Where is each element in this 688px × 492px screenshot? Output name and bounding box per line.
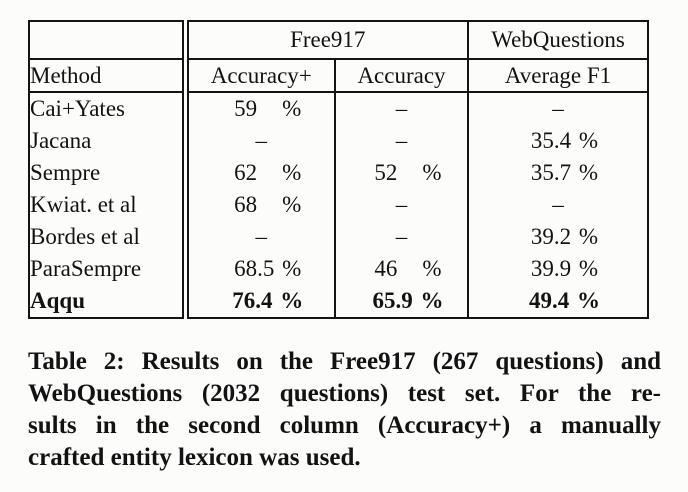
no-result-dash: – — [255, 224, 268, 249]
no-result-dash: – — [395, 224, 408, 249]
cell-accuracy: – — [334, 92, 468, 125]
cell-method: Cai+Yates — [29, 92, 189, 125]
col-header-method: Method — [29, 59, 189, 93]
empty-header-cell — [29, 21, 189, 60]
cell-accuracy-plus: 62% — [234, 160, 302, 185]
table-row: Cai+Yates 59% – – — [29, 92, 648, 125]
cell-average-f1: 35.7% — [467, 157, 648, 189]
cell-accuracy-plus: – — [185, 221, 335, 253]
caption-line: sults in the second column (Accuracy+) a… — [28, 412, 661, 439]
table-row-highlight: Aqqu 76.4% 65.9% 49.4% — [29, 285, 648, 318]
cell-average-f1: 35.4% — [467, 125, 648, 157]
cell-accuracy-plus: 76.4% — [232, 288, 304, 313]
cell-method: ParaSempre — [29, 253, 189, 285]
cell-method: Aqqu — [29, 285, 189, 318]
cell-method: Jacana — [29, 125, 189, 157]
cell-accuracy-plus: 68% — [234, 192, 302, 217]
table-row: Sempre 62% 52% 35.7% — [29, 157, 648, 189]
group-header-row: Free917 WebQuestions — [29, 21, 648, 60]
cell-average-f1: 39.2% — [467, 221, 648, 253]
cell-accuracy-plus: 59% — [234, 96, 302, 121]
cell-accuracy: 52% — [334, 157, 468, 189]
no-result-dash: – — [255, 128, 268, 153]
no-result-dash: – — [395, 192, 408, 217]
no-result-dash: – — [552, 96, 564, 121]
cell-accuracy-plus: 68.5% — [234, 256, 302, 281]
cell-method: Bordes et al — [29, 221, 189, 253]
col-header-accuracy-plus: Accuracy+ — [185, 59, 335, 93]
column-header-row: Method Accuracy+ Accuracy Average F1 — [29, 59, 648, 93]
cell-method: Sempre — [29, 157, 189, 189]
cell-accuracy: – — [334, 125, 468, 157]
caption-line: crafted entity lexicon was used. — [28, 444, 361, 471]
cell-accuracy: 65.9% — [334, 285, 468, 318]
caption-line: WebQuestions (2032 questions) test set. … — [28, 380, 661, 407]
cell-average-f1: 49.4% — [467, 285, 648, 318]
cell-average-f1: 39.9% — [467, 253, 648, 285]
cell-accuracy: 46% — [334, 253, 468, 285]
table-caption: Table 2: Results on the Free917 (267 que… — [28, 346, 661, 474]
cell-average-f1: – — [467, 92, 648, 125]
cell-accuracy-plus: – — [185, 125, 335, 157]
cell-method: Kwiat. et al — [29, 189, 189, 221]
table-row: Bordes et al – – 39.2% — [29, 221, 648, 253]
no-result-dash: – — [552, 192, 564, 217]
caption-line: Table 2: Results on the Free917 (267 que… — [28, 348, 661, 375]
col-header-average-f1: Average F1 — [467, 59, 648, 93]
cell-accuracy: – — [334, 221, 468, 253]
table-row: ParaSempre 68.5% 46% 39.9% — [29, 253, 648, 285]
no-result-dash: – — [395, 128, 408, 153]
cell-average-f1: – — [467, 189, 648, 221]
group-header-webquestions: WebQuestions — [467, 21, 648, 60]
group-header-free917: Free917 — [185, 21, 468, 60]
no-result-dash: – — [395, 96, 408, 121]
cell-accuracy: – — [334, 189, 468, 221]
table-row: Kwiat. et al 68% – – — [29, 189, 648, 221]
col-header-accuracy: Accuracy — [334, 59, 468, 93]
table-row: Jacana – – 35.4% — [29, 125, 648, 157]
results-table: Free917 WebQuestions Method Accuracy+ Ac… — [28, 20, 649, 319]
